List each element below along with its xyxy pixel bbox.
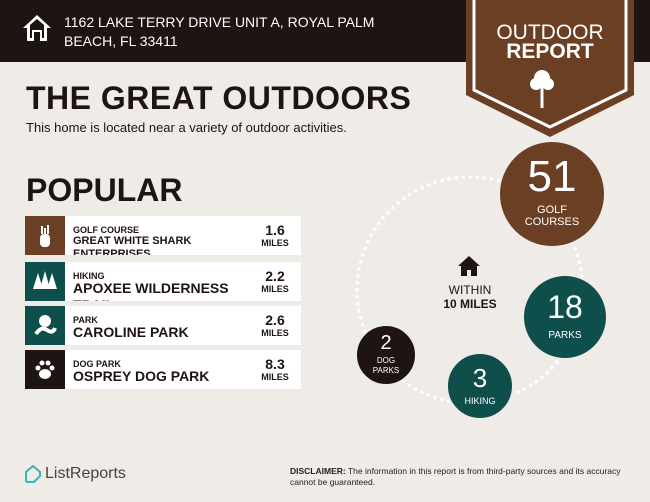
item-name: GREAT WHITE SHARK ENTERPRISES bbox=[73, 235, 192, 255]
item-name: OSPREY DOG PARK bbox=[73, 368, 210, 384]
popular-item: DOG PARK OSPREY DOG PARK 8.3 MILES bbox=[25, 350, 301, 389]
item-name: CAROLINE PARK bbox=[73, 324, 189, 340]
count-label: PARKS bbox=[548, 330, 582, 341]
item-category: HIKING bbox=[73, 271, 105, 281]
popular-item: PARK CAROLINE PARK 2.6 MILES bbox=[25, 306, 301, 345]
count-value: 51 bbox=[527, 152, 577, 201]
badge-line2: REPORT bbox=[506, 40, 594, 63]
item-name: APOXEE WILDERNESS TRAIL bbox=[73, 280, 229, 301]
within-label: WITHIN 10 MILES bbox=[430, 283, 510, 311]
item-distance: 2.6 MILES bbox=[255, 313, 295, 339]
popular-item: GOLF COURSE GREAT WHITE SHARK ENTERPRISE… bbox=[25, 216, 301, 255]
distance-unit: MILES bbox=[261, 372, 289, 382]
count-value: 3 bbox=[472, 363, 488, 393]
popular-heading: POPULAR bbox=[26, 172, 183, 208]
brand-name: ListReports bbox=[45, 465, 126, 482]
distance-value: 2.2 bbox=[265, 268, 285, 284]
item-category: GOLF COURSE bbox=[73, 225, 140, 235]
hiking-count: 3 HIKING bbox=[446, 352, 514, 420]
item-distance: 1.6 MILES bbox=[255, 223, 295, 249]
count-value: 2 bbox=[380, 332, 392, 354]
property-address: 1162 LAKE TERRY DRIVE UNIT A, ROYAL PALM… bbox=[64, 14, 375, 49]
within-line1: WITHIN bbox=[448, 283, 492, 297]
item-distance: 8.3 MILES bbox=[255, 357, 295, 383]
home-icon bbox=[23, 15, 51, 41]
distance-unit: MILES bbox=[261, 238, 289, 248]
page-title: THE GREAT OUTDOORS bbox=[26, 80, 412, 116]
count-label: HIKING bbox=[464, 396, 496, 406]
item-category: DOG PARK bbox=[73, 359, 121, 369]
outdoor-report-badge bbox=[466, 0, 634, 137]
count-value: 18 bbox=[547, 289, 583, 325]
golf-bag-icon bbox=[25, 216, 65, 255]
trees-icon bbox=[25, 262, 65, 301]
distance-unit: MILES bbox=[261, 284, 289, 294]
parks-count: 18 PARKS bbox=[522, 274, 608, 360]
disclaimer-label: DISCLAIMER: bbox=[290, 466, 346, 476]
golf-courses-count: 51 GOLF COURSES bbox=[498, 140, 606, 248]
item-category: PARK bbox=[73, 315, 98, 325]
listreports-logo-icon bbox=[25, 465, 41, 483]
disclaimer-text: The information in this report is from t… bbox=[290, 466, 621, 487]
badge-line1: OUTDOOR bbox=[496, 21, 604, 44]
count-label: DOG PARKS bbox=[372, 356, 400, 375]
listreports-logo: ListReports bbox=[25, 465, 126, 483]
disclaimer: DISCLAIMER: The information in this repo… bbox=[290, 466, 630, 488]
distance-value: 8.3 bbox=[265, 356, 285, 372]
distance-unit: MILES bbox=[261, 328, 289, 338]
item-distance: 2.2 MILES bbox=[255, 269, 295, 295]
tree-icon bbox=[530, 70, 554, 108]
page-subtitle: This home is located near a variety of o… bbox=[26, 120, 347, 135]
paw-icon bbox=[25, 350, 65, 389]
distance-value: 2.6 bbox=[265, 312, 285, 328]
home-icon bbox=[458, 256, 480, 276]
count-label: GOLF COURSES bbox=[524, 204, 580, 228]
distance-value: 1.6 bbox=[265, 222, 285, 238]
within-line2: 10 MILES bbox=[443, 297, 497, 311]
dog-parks-count: 2 DOG PARKS bbox=[355, 324, 417, 386]
park-icon bbox=[25, 306, 65, 345]
